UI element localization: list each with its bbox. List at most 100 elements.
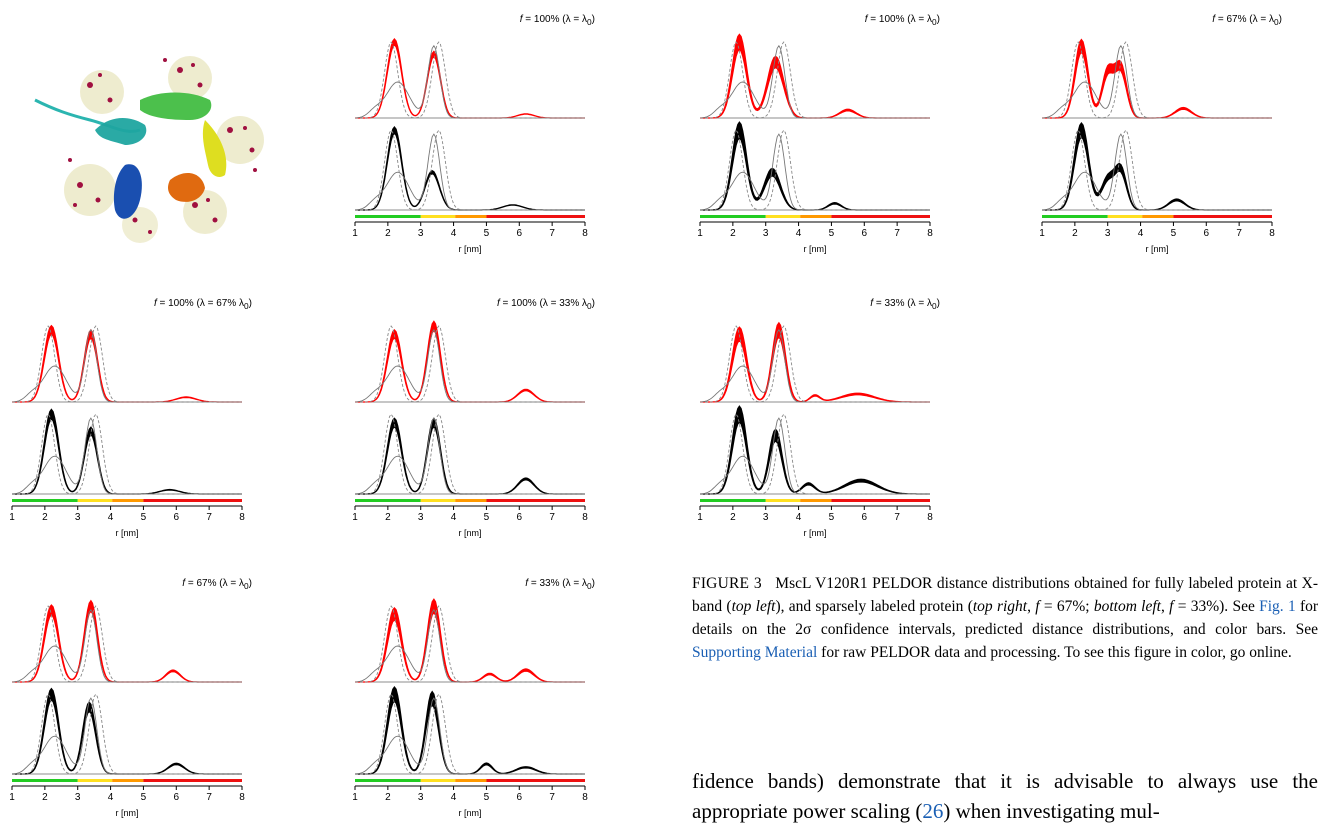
x-tick-label: 1 (1039, 228, 1045, 239)
red-distribution-band (12, 324, 242, 403)
x-tick-label: 3 (418, 228, 424, 239)
colorbar-segment (77, 779, 113, 782)
colorbar-segment (420, 215, 456, 218)
colorbar-segment (143, 779, 242, 782)
x-tick-label: 7 (1236, 228, 1242, 239)
colorbar-segment (700, 215, 766, 218)
colorbar-segment (486, 779, 585, 782)
x-tick-label: 6 (517, 228, 523, 239)
colorbar-segment (765, 215, 801, 218)
x-tick-label: 3 (418, 512, 424, 523)
colorbar-segment (455, 499, 487, 502)
x-tick-label: 5 (484, 792, 490, 803)
distance-panel-2: f = 100% (λ = λ0) 1 2 3 4 5 6 7 8 r [nm] (690, 14, 940, 254)
distance-plot: 1 2 3 4 5 6 7 8 r [nm] (697, 33, 933, 254)
panel-title: f = 33% (λ = λ0) (525, 578, 595, 591)
model-dashed-line (355, 41, 585, 119)
panel-title: f = 33% (λ = λ0) (870, 298, 940, 311)
colorbar-segment (1142, 215, 1174, 218)
x-tick-label: 5 (829, 512, 835, 523)
red-distribution-band (355, 320, 585, 403)
x-tick-label: 7 (894, 228, 900, 239)
spin-label-cloud (64, 56, 264, 243)
x-tick-label: 2 (1072, 228, 1078, 239)
x-tick-label: 8 (582, 512, 588, 523)
helix-blue (113, 164, 142, 219)
distance-panel-3: f = 67% (λ = λ0) 1 2 3 4 5 6 7 8 r [nm] (1032, 14, 1282, 254)
x-tick-label: 3 (75, 512, 81, 523)
x-tick-label: 6 (517, 792, 523, 803)
colorbar-segment (1173, 215, 1272, 218)
distance-plot: 1 2 3 4 5 6 7 8 r [nm] (1039, 38, 1275, 254)
x-tick-label: 6 (174, 792, 180, 803)
distance-plot: 1 2 3 4 5 6 7 8 r [nm] (9, 599, 245, 818)
black-distribution-band (355, 126, 585, 211)
x-tick-label: 3 (763, 512, 769, 523)
x-tick-label: 1 (697, 512, 703, 523)
x-tick-label: 6 (517, 512, 523, 523)
x-tick-label: 2 (730, 228, 736, 239)
model-dashed-line (12, 413, 242, 495)
colorbar-segment (355, 215, 421, 218)
panel-title: f = 67% (λ = λ0) (182, 578, 252, 591)
x-tick-label: 7 (549, 512, 555, 523)
x-tick-label: 3 (1105, 228, 1111, 239)
x-tick-label: 8 (239, 792, 245, 803)
x-tick-label: 6 (174, 512, 180, 523)
x-axis-label: r [nm] (458, 528, 481, 538)
x-tick-label: 4 (796, 228, 802, 239)
panel-title: f = 100% (λ = 67% λ0) (153, 298, 252, 311)
x-tick-label: 5 (484, 512, 490, 523)
x-tick-label: 3 (75, 792, 81, 803)
panel-title: f = 100% (λ = λ0) (864, 14, 940, 27)
colorbar-segment (831, 215, 930, 218)
model-dashed-line (1042, 129, 1272, 211)
distance-panel-5: f = 100% (λ = 33% λ0) 1 2 3 4 5 6 7 8 r [nm] (345, 298, 595, 538)
x-tick-label: 8 (582, 228, 588, 239)
colorbar-segment (12, 499, 78, 502)
colorbar-segment (455, 215, 487, 218)
colorbar-segment (486, 499, 585, 502)
model-dashed-line (355, 325, 585, 403)
colorbar-segment (1107, 215, 1143, 218)
model-dashed-line (12, 325, 242, 403)
x-tick-label: 2 (42, 792, 48, 803)
x-axis-label: r [nm] (1145, 244, 1168, 254)
colorbar-segment (77, 499, 113, 502)
x-tick-label: 3 (763, 228, 769, 239)
colorbar-segment (355, 779, 421, 782)
helix-teal (95, 118, 147, 145)
x-tick-label: 8 (239, 512, 245, 523)
distance-panel-7: f = 67% (λ = λ0) 1 2 3 4 5 6 7 8 r [nm] (2, 578, 252, 818)
red-distribution-band (355, 598, 585, 683)
red-distribution-band (700, 33, 930, 119)
colorbar-segment (765, 499, 801, 502)
black-distribution-band (12, 408, 242, 495)
model-dashed-line (12, 693, 242, 775)
x-tick-label: 7 (206, 512, 212, 523)
x-tick-label: 1 (352, 228, 358, 239)
x-tick-label: 5 (141, 512, 147, 523)
model-dashed-line (12, 605, 242, 683)
model-dashed-line (700, 413, 930, 495)
reference-26-link[interactable]: 26 (922, 799, 944, 823)
colorbar-segment (420, 499, 456, 502)
x-tick-label: 4 (451, 512, 457, 523)
colorbar-segment (143, 499, 242, 502)
protein-structure-image (34, 56, 264, 243)
x-tick-label: 4 (108, 512, 114, 523)
x-tick-label: 1 (9, 792, 15, 803)
black-distribution-band (12, 687, 242, 775)
x-tick-label: 2 (730, 512, 736, 523)
x-tick-label: 7 (894, 512, 900, 523)
colorbar-segment (420, 779, 456, 782)
fig1-link[interactable]: Fig. 1 (1259, 598, 1296, 615)
x-tick-label: 2 (385, 792, 391, 803)
red-distribution-band (12, 599, 242, 683)
colorbar-segment (800, 499, 832, 502)
model-dashed-line (1042, 41, 1272, 119)
panel-title: f = 100% (λ = 33% λ0) (496, 298, 595, 311)
helix-green (140, 92, 212, 120)
x-tick-label: 8 (582, 792, 588, 803)
supporting-material-link[interactable]: Supporting Material (692, 644, 818, 661)
